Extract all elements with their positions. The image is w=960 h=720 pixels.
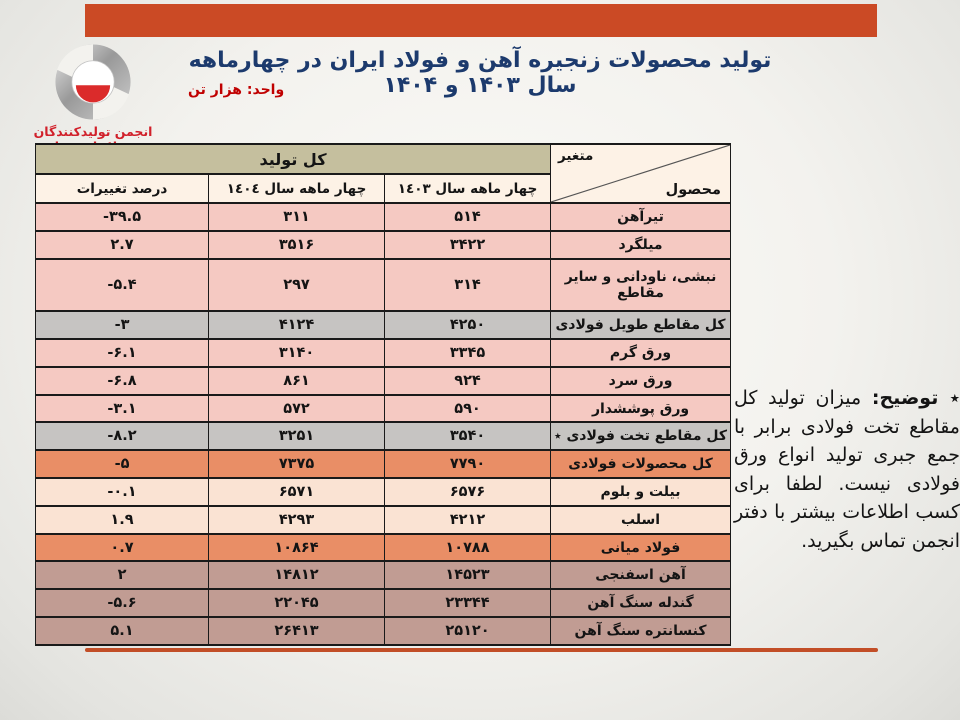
bottom-accent-line <box>85 648 878 652</box>
corner-header-cell: متغیر محصول <box>550 143 732 204</box>
table-body: تیرآهن ۵۱۴ ۳۱۱ -۳۹.۵ میلگرد ۳۴۲۲ ۳۵۱۶ ۲.… <box>34 202 732 646</box>
table-row: فولاد میانی ۱۰۷۸۸ ۱۰۸۶۴ ۰.۷ <box>34 532 732 563</box>
value-1403-cell: ۷۷۹۰ <box>384 449 552 480</box>
value-1404-cell: ۴۲۹۳ <box>208 504 386 535</box>
percent-change-cell: -۳.۱ <box>34 393 210 424</box>
percent-change-cell: -۵.۴ <box>34 257 210 313</box>
value-1403-cell: ۵۹۰ <box>384 393 552 424</box>
percent-change-cell: -۸.۲ <box>34 421 210 452</box>
value-1404-cell: ۷۳۷۵ <box>208 449 386 480</box>
logo-text-line1: انجمن تولیدکنندگان <box>33 124 153 139</box>
value-1404-cell: ۱۴۸۱۲ <box>208 560 386 591</box>
page-title: تولید محصولات زنجیره آهن و فولاد ایران د… <box>188 48 772 98</box>
note-body: میزان تولید کل مقاطع تخت فولادی برابر با… <box>734 387 960 552</box>
value-1404-cell: ۳۲۵۱ <box>208 421 386 452</box>
product-name-cell: کل مقاطع تخت فولادی ٭ <box>550 421 732 452</box>
percent-change-cell: -۶.۱ <box>34 337 210 368</box>
total-production-header: کل تولید <box>34 143 552 175</box>
product-name-cell: کنسانتره سنگ آهن <box>550 616 732 646</box>
value-1404-cell: ۵۷۲ <box>208 393 386 424</box>
table-row: کل مقاطع طویل فولادی ۴۲۵۰ ۴۱۲۴ -۳ <box>34 310 732 340</box>
value-1404-cell: ۳۵۱۶ <box>208 229 386 260</box>
table-row: بیلت و بلوم ۶۵۷۶ ۶۵۷۱ -۰.۱ <box>34 477 732 507</box>
product-name-cell: کل محصولات فولادی <box>550 449 732 480</box>
percent-change-cell: ۱.۹ <box>34 504 210 535</box>
value-1403-cell: ۳۵۴۰ <box>384 421 552 452</box>
value-1403-cell: ۲۵۱۲۰ <box>384 616 552 646</box>
percent-change-cell: -۳۹.۵ <box>34 202 210 232</box>
value-1403-cell: ۳۳۴۵ <box>384 337 552 368</box>
value-1404-cell: ۳۱۱ <box>208 202 386 232</box>
value-1404-cell: ۲۶۴۱۳ <box>208 616 386 646</box>
column-header-1404: چهار ماهه سال ١٤٠٤ <box>208 173 386 204</box>
table-row: ورق پوششدار ۵۹۰ ۵۷۲ -۳.۱ <box>34 393 732 424</box>
value-1404-cell: ۲۲۰۴۵ <box>208 588 386 619</box>
table-row: گندله سنگ آهن ۲۳۳۴۴ ۲۲۰۴۵ -۵.۶ <box>34 588 732 619</box>
corner-variable-label: متغیر <box>558 148 594 164</box>
table-row: تیرآهن ۵۱۴ ۳۱۱ -۳۹.۵ <box>34 202 732 232</box>
note-heading: ٭ توضیح: <box>871 387 960 409</box>
value-1403-cell: ۳۱۴ <box>384 257 552 313</box>
product-name-cell: ورق پوششدار <box>550 393 732 424</box>
table-row: آهن اسفنجی ۱۴۵۲۳ ۱۴۸۱۲ ۲ <box>34 560 732 591</box>
value-1404-cell: ۱۰۸۶۴ <box>208 532 386 563</box>
product-name-cell: میلگرد <box>550 229 732 260</box>
product-name-cell: بیلت و بلوم <box>550 477 732 507</box>
value-1404-cell: ۳۱۴۰ <box>208 337 386 368</box>
table-row: کل محصولات فولادی ۷۷۹۰ ۷۳۷۵ -۵ <box>34 449 732 480</box>
association-logo: انجمن تولیدکنندگان فــولاد ایـــــران <box>14 42 172 154</box>
product-name-cell: گندله سنگ آهن <box>550 588 732 619</box>
value-1403-cell: ۹۲۴ <box>384 365 552 396</box>
table-row: کل مقاطع تخت فولادی ٭ ۳۵۴۰ ۳۲۵۱ -۸.۲ <box>34 421 732 452</box>
diagonal-divider <box>551 145 731 202</box>
table-row: ورق سرد ۹۲۴ ۸۶۱ -۶.۸ <box>34 365 732 396</box>
table-row: میلگرد ۳۴۲۲ ۳۵۱۶ ۲.۷ <box>34 229 732 260</box>
value-1403-cell: ۴۲۵۰ <box>384 310 552 340</box>
table-row: اسلب ۴۲۱۲ ۴۲۹۳ ۱.۹ <box>34 504 732 535</box>
percent-change-cell: ۲.۷ <box>34 229 210 260</box>
percent-change-cell: ۵.۱ <box>34 616 210 646</box>
product-name-cell: نبشی، ناودانی و سایر مقاطع <box>550 257 732 313</box>
percent-change-cell: ۰.۷ <box>34 532 210 563</box>
product-name-cell: اسلب <box>550 504 732 535</box>
value-1404-cell: ۶۵۷۱ <box>208 477 386 507</box>
product-name-cell: کل مقاطع طویل فولادی <box>550 310 732 340</box>
percent-change-cell: -۳ <box>34 310 210 340</box>
product-name-cell: فولاد میانی <box>550 532 732 563</box>
steel-swirl-logo-icon <box>55 44 131 120</box>
product-name-cell: ورق سرد <box>550 365 732 396</box>
corner-product-label: محصول <box>665 182 722 198</box>
percent-change-cell: -۶.۸ <box>34 365 210 396</box>
percent-change-cell: ۲ <box>34 560 210 591</box>
unit-label: واحد: هزار تن <box>188 82 285 98</box>
column-header-1403: چهار ماهه سال ١٤٠٣ <box>384 173 552 204</box>
value-1403-cell: ۴۲۱۲ <box>384 504 552 535</box>
percent-change-cell: -۰.۱ <box>34 477 210 507</box>
table-row: نبشی، ناودانی و سایر مقاطع ۳۱۴ ۲۹۷ -۵.۴ <box>34 257 732 313</box>
column-header-percent-change: درصد تغییرات <box>34 173 210 204</box>
product-name-cell: تیرآهن <box>550 202 732 232</box>
table-row: کنسانتره سنگ آهن ۲۵۱۲۰ ۲۶۴۱۳ ۵.۱ <box>34 616 732 646</box>
value-1403-cell: ۵۱۴ <box>384 202 552 232</box>
value-1404-cell: ۲۹۷ <box>208 257 386 313</box>
percent-change-cell: -۵ <box>34 449 210 480</box>
product-name-cell: ورق گرم <box>550 337 732 368</box>
value-1403-cell: ۲۳۳۴۴ <box>384 588 552 619</box>
value-1403-cell: ۱۰۷۸۸ <box>384 532 552 563</box>
value-1403-cell: ۳۴۲۲ <box>384 229 552 260</box>
value-1404-cell: ۸۶۱ <box>208 365 386 396</box>
value-1404-cell: ۴۱۲۴ <box>208 310 386 340</box>
top-accent-bar <box>85 4 877 37</box>
value-1403-cell: ۶۵۷۶ <box>384 477 552 507</box>
table-row: ورق گرم ۳۳۴۵ ۳۱۴۰ -۶.۱ <box>34 337 732 368</box>
product-name-cell: آهن اسفنجی <box>550 560 732 591</box>
percent-change-cell: -۵.۶ <box>34 588 210 619</box>
explanation-note: ٭ توضیح: میزان تولید کل مقاطع تخت فولادی… <box>734 384 960 555</box>
production-table: متغیر محصول کل تولید چهار ماهه سال ١٤٠٣ … <box>34 143 732 646</box>
value-1403-cell: ۱۴۵۲۳ <box>384 560 552 591</box>
